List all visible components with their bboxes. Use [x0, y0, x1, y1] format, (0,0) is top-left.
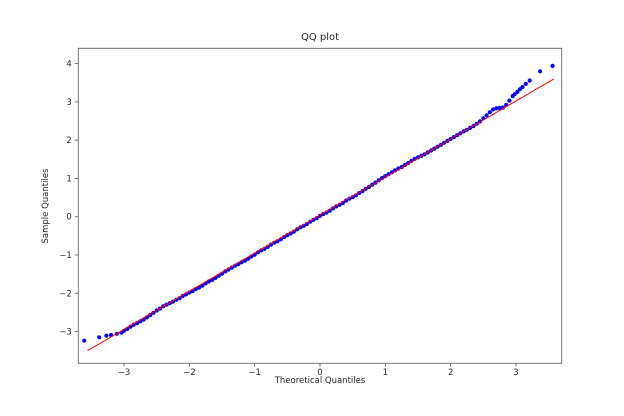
y-tick-label: −2 [59, 289, 72, 299]
data-point [538, 69, 543, 74]
x-tick-label: 1 [383, 368, 388, 378]
y-tick-label: 4 [66, 60, 71, 70]
data-point [383, 174, 388, 179]
data-point [350, 195, 355, 200]
data-point [491, 107, 496, 112]
data-point [393, 168, 398, 173]
x-tick-label: 3 [513, 368, 518, 378]
data-point [353, 193, 358, 198]
plot-frame [77, 47, 563, 364]
data-point [229, 265, 234, 270]
data-point [523, 81, 528, 86]
data-point [550, 63, 555, 68]
data-point [497, 105, 502, 111]
y-tick-label: 0 [66, 213, 71, 223]
y-tick-label: −1 [59, 251, 72, 261]
x-tick-label: 2 [448, 368, 453, 378]
data-point [128, 324, 133, 329]
x-tick-label: −3 [118, 368, 131, 378]
y-axis-label: Sample Quantiles [41, 168, 51, 244]
data-point [409, 158, 414, 163]
data-point [494, 106, 499, 111]
data-point [233, 263, 238, 268]
data-point [507, 98, 512, 103]
data-point [104, 333, 109, 338]
data-point [527, 78, 532, 83]
y-tick-label: 2 [66, 136, 71, 146]
x-tick-label: −2 [183, 368, 196, 378]
chart-title: QQ plot [300, 32, 340, 43]
data-point [340, 200, 345, 205]
data-point [484, 113, 489, 118]
data-point [223, 269, 228, 274]
data-point [97, 335, 102, 340]
data-point [337, 202, 342, 207]
y-tick-label: 3 [66, 98, 71, 108]
reference-line [87, 78, 555, 352]
y-tick-label: −3 [59, 328, 72, 338]
x-tick-label: −1 [248, 368, 261, 378]
x-axis-label: Theoretical Quantiles [274, 376, 366, 386]
data-point [515, 89, 520, 94]
data-point [487, 110, 492, 115]
x-tick-label: 0 [317, 368, 322, 378]
data-point [82, 338, 87, 343]
y-tick-label: 1 [66, 174, 71, 184]
data-point [520, 84, 525, 90]
